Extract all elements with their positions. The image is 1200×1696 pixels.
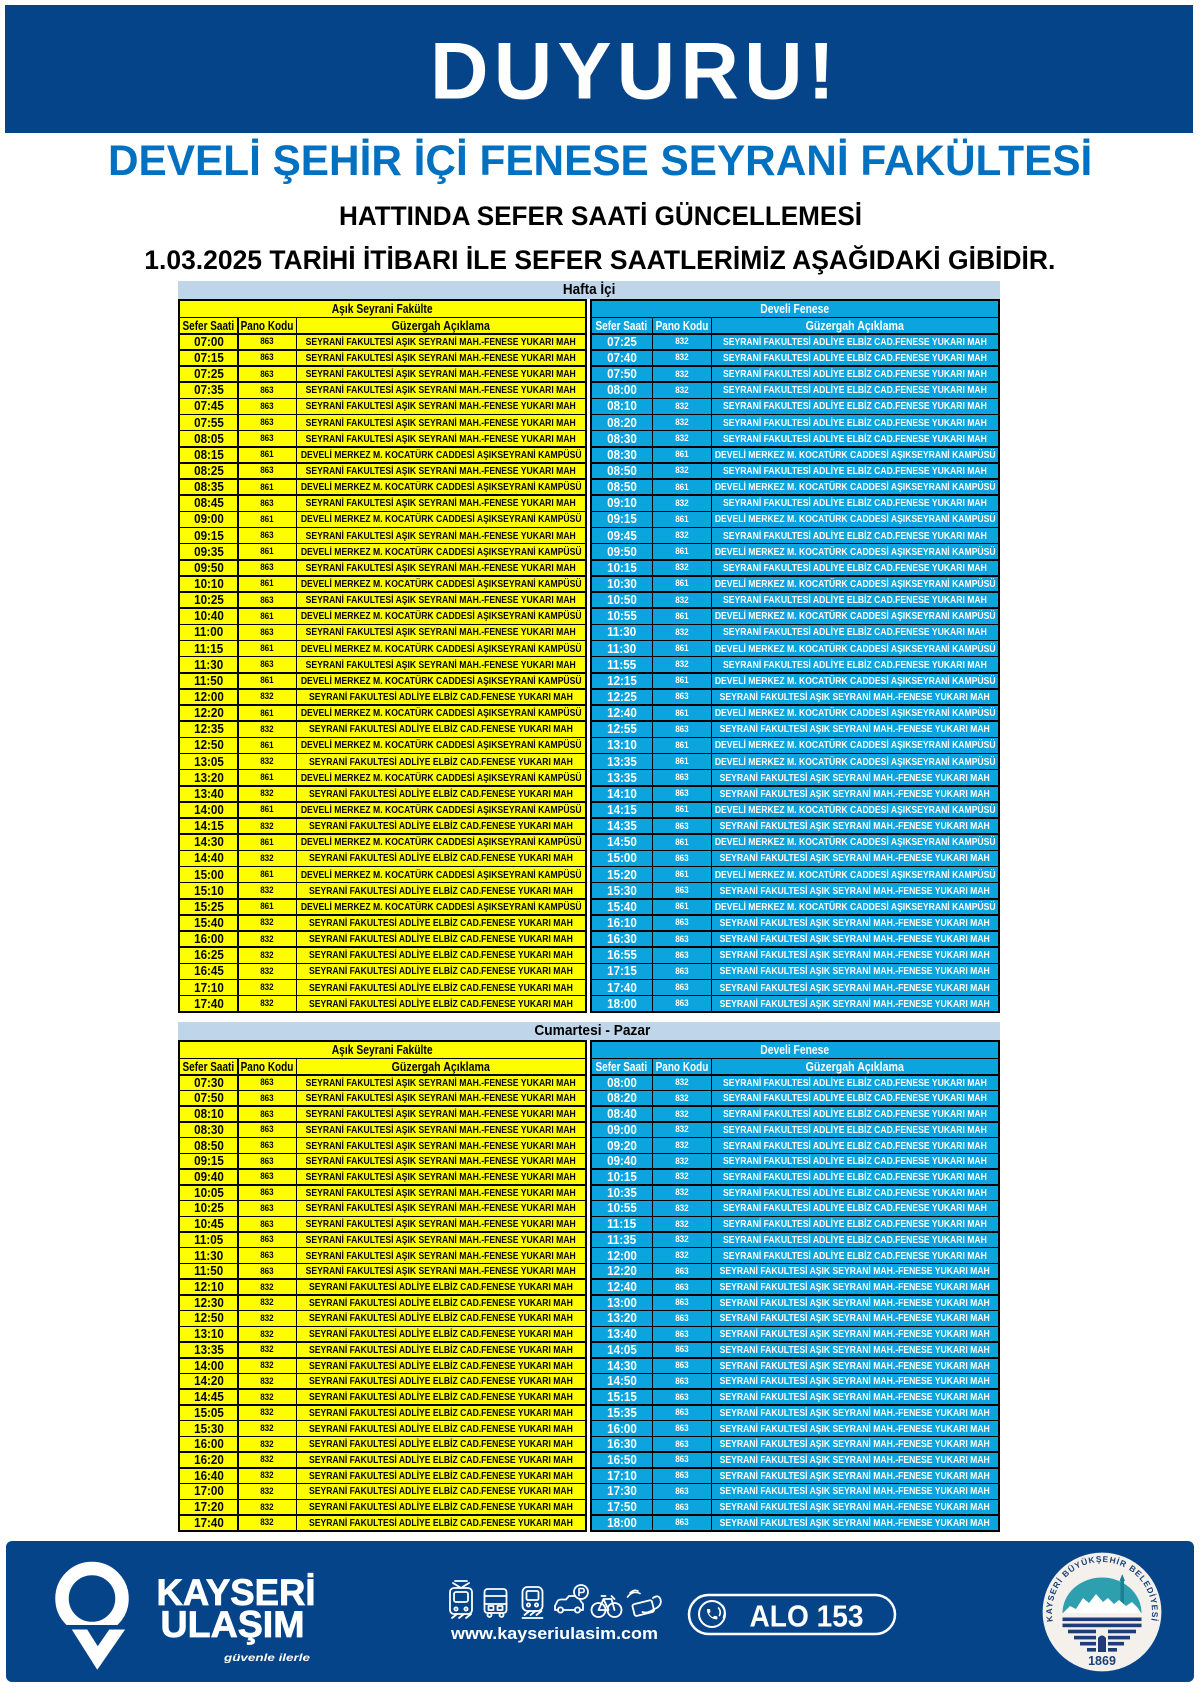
svg-text:güvenle ilerle: güvenle ilerle [223,1652,310,1664]
svg-text:ULAŞIM: ULAŞIM [161,1604,305,1645]
svg-text:ALO 153: ALO 153 [750,1600,864,1634]
svg-text:1869: 1869 [1088,1654,1116,1668]
svg-text:www.kayseriulasim.com: www.kayseriulasim.com [450,1625,658,1643]
svg-text:KAYSERİ: KAYSERİ [157,1572,316,1613]
